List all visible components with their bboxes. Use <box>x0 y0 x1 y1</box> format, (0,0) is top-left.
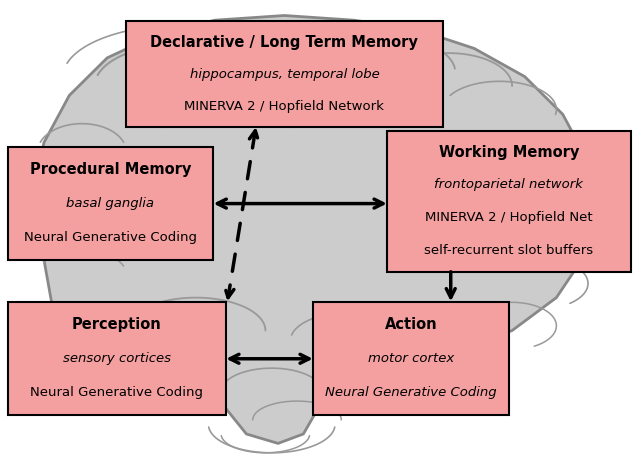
Text: self-recurrent slot buffers: self-recurrent slot buffers <box>424 244 593 257</box>
PathPatch shape <box>31 16 595 443</box>
Text: MINERVA 2 / Hopfield Net: MINERVA 2 / Hopfield Net <box>425 211 593 224</box>
Text: frontoparietal network: frontoparietal network <box>435 178 584 192</box>
Text: Procedural Memory: Procedural Memory <box>29 162 191 177</box>
FancyBboxPatch shape <box>126 21 442 127</box>
Text: Neural Generative Coding: Neural Generative Coding <box>30 386 204 400</box>
Text: basal ganglia: basal ganglia <box>67 197 154 210</box>
FancyBboxPatch shape <box>387 131 630 272</box>
Text: Action: Action <box>385 317 437 332</box>
Text: motor cortex: motor cortex <box>368 352 454 365</box>
FancyBboxPatch shape <box>8 302 226 415</box>
Text: Neural Generative Coding: Neural Generative Coding <box>24 231 197 244</box>
Text: Declarative / Long Term Memory: Declarative / Long Term Memory <box>150 35 419 50</box>
Text: MINERVA 2 / Hopfield Network: MINERVA 2 / Hopfield Network <box>184 100 384 113</box>
Text: Perception: Perception <box>72 317 162 332</box>
FancyBboxPatch shape <box>313 302 509 415</box>
FancyBboxPatch shape <box>8 147 213 260</box>
Text: Working Memory: Working Memory <box>439 145 579 159</box>
Text: sensory cortices: sensory cortices <box>63 352 171 365</box>
Text: hippocampus, temporal lobe: hippocampus, temporal lobe <box>189 68 380 81</box>
Text: Neural Generative Coding: Neural Generative Coding <box>325 386 497 400</box>
